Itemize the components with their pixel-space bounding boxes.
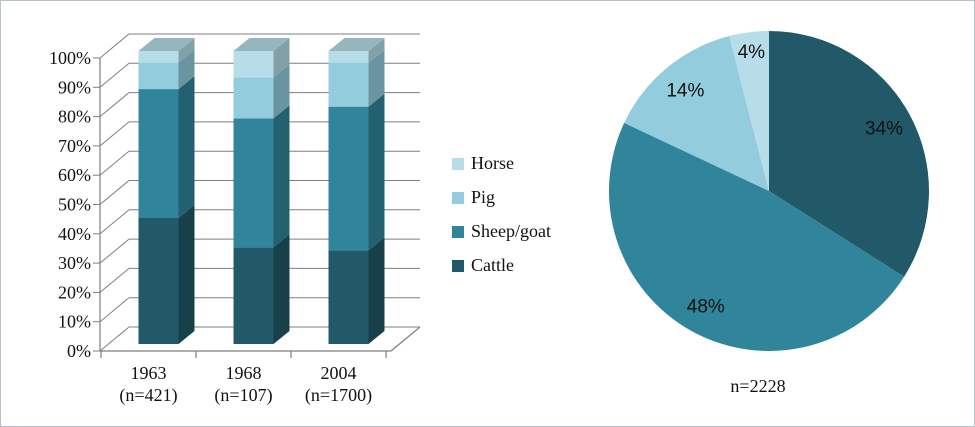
segment-pig — [138, 62, 179, 90]
y-tick-label: 100% — [49, 48, 91, 68]
y-tick-label: 0% — [67, 341, 91, 361]
segment-horse — [138, 51, 179, 63]
bar-chart-axes — [99, 58, 421, 358]
y-tick-label: 30% — [58, 253, 91, 273]
bar-1968 — [233, 38, 290, 344]
legend-item-cattle: Cattle — [452, 255, 551, 276]
segment-top-face — [328, 38, 385, 51]
y-tick-label: 40% — [58, 224, 91, 244]
segment-side-cattle — [178, 205, 195, 344]
segment-side-sheep-goat — [178, 76, 195, 219]
y-axis-labels: 0% 10% 20% 30% 40% 50% 60% 70% 80% 90% 100% — [49, 48, 91, 361]
y-tick-label: 20% — [58, 282, 91, 302]
segment-horse — [233, 51, 274, 78]
segment-sheep-goat — [138, 89, 179, 219]
bar-1963 — [138, 38, 195, 344]
segment-sheep-goat — [328, 106, 369, 251]
segment-side-pig — [178, 49, 195, 90]
stacked-bar-chart: 0%10%20%30%40%50%60%70%80%90%100%1963(n=… — [49, 33, 421, 406]
segment-top-face — [233, 38, 290, 51]
segment-top-face — [138, 38, 195, 51]
x-category-label: 1968 — [226, 363, 262, 383]
y-tick-label: 50% — [58, 195, 91, 215]
legend-swatch-cattle — [452, 259, 464, 272]
segment-side-sheep-goat — [273, 105, 290, 248]
y-tick-label: 10% — [58, 312, 91, 332]
x-category-label: 2004 — [321, 363, 357, 383]
pie-slice-cattle — [769, 31, 930, 277]
segment-side-pig — [368, 49, 385, 107]
pie-sample-size-label: n=2228 — [730, 376, 786, 396]
x-category-sublabel: (n=421) — [119, 385, 177, 406]
chart-legend: Horse Pig Sheep/goat Cattle — [452, 153, 551, 289]
segment-side-pig — [273, 64, 290, 119]
legend-label: Cattle — [471, 255, 514, 275]
pie-data-label: 34% — [865, 118, 903, 139]
pie-slice-horse — [729, 31, 769, 191]
y-tick-label: 80% — [58, 107, 91, 127]
legend-item-sheep-goat: Sheep/goat — [452, 221, 551, 242]
segment-side-cattle — [273, 234, 290, 344]
legend-swatch-horse — [452, 157, 464, 170]
pie-slice-sheep-goat — [608, 122, 905, 352]
y-tick-label: 60% — [58, 165, 91, 185]
bar-2004 — [328, 38, 385, 344]
y-tick-label: 70% — [58, 136, 91, 156]
segment-horse — [328, 51, 369, 63]
x-category-label: 1963 — [131, 363, 167, 383]
segment-pig — [328, 62, 369, 107]
segment-sheep-goat — [233, 118, 274, 248]
legend-item-pig: Pig — [452, 187, 551, 208]
x-category-sublabel: (n=1700) — [305, 385, 372, 406]
pie-slice-pig — [624, 36, 769, 191]
legend-item-horse: Horse — [452, 153, 551, 174]
segment-side-horse — [368, 38, 385, 63]
pie-data-label: 14% — [666, 81, 704, 102]
legend-label: Pig — [471, 187, 496, 207]
pie-chart: 34% 48% 14% 4% — [608, 31, 930, 352]
segment-side-horse — [178, 38, 195, 63]
segment-cattle — [233, 247, 274, 344]
segment-cattle — [138, 218, 179, 344]
legend-swatch-sheep-goat — [452, 225, 464, 238]
x-category-sublabel: (n=107) — [214, 385, 272, 406]
segment-side-sheep-goat — [368, 93, 385, 251]
segment-pig — [233, 77, 274, 119]
legend-label: Sheep/goat — [471, 221, 551, 241]
pie-data-label: 48% — [687, 297, 725, 318]
y-tick-label: 90% — [58, 77, 91, 97]
legend-swatch-pig — [452, 191, 464, 204]
x-axis-labels: 1963(n=421) 1968(n=107) 2004(n=1700) — [119, 363, 372, 406]
legend-label: Horse — [471, 153, 514, 173]
segment-side-cattle — [368, 237, 385, 344]
pie-data-label: 4% — [738, 42, 766, 63]
segment-cattle — [328, 250, 369, 344]
segment-side-horse — [273, 38, 290, 78]
